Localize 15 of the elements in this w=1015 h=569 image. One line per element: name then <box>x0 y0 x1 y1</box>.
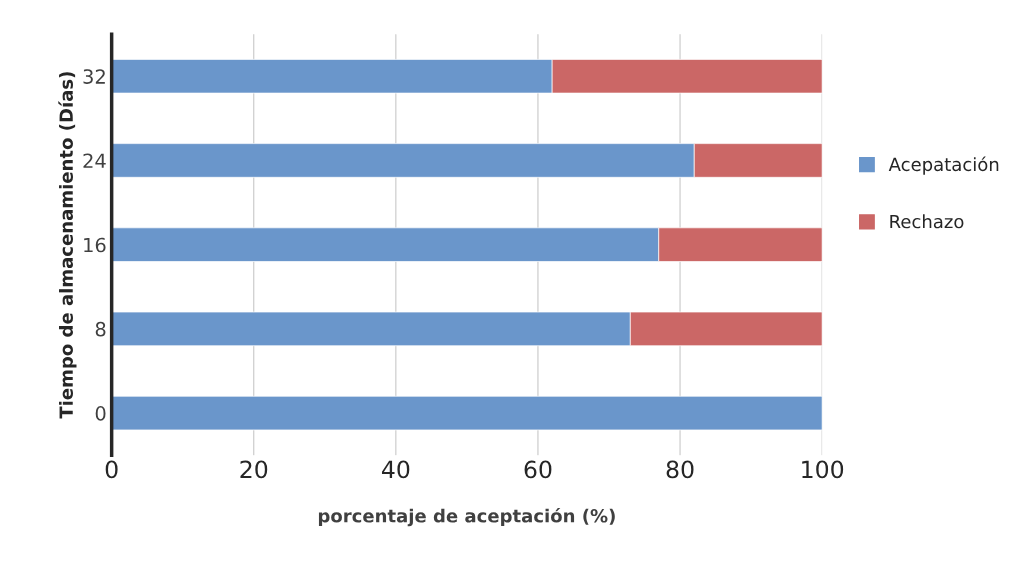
legend-label: Rechazo <box>890 214 964 229</box>
x-tick-label: 60 <box>524 460 552 479</box>
x-tick-label: 80 <box>666 460 694 479</box>
bar <box>111 395 823 431</box>
y-tick-label: 16 <box>84 237 106 253</box>
x-tick-label: 40 <box>381 460 410 479</box>
x-axis-title: porcentaje de aceptación (%) <box>318 507 615 527</box>
y-axis-title: Tiempo de almacenamiento (Días) <box>58 72 77 419</box>
y-tick-label: 8 <box>95 321 106 337</box>
legend-label: Acepatación <box>888 156 999 175</box>
y-tick-label: 24 <box>83 153 106 168</box>
x-tick-label: 20 <box>240 460 268 479</box>
y-tick-label: 0 <box>95 406 106 421</box>
y-tick-label: 32 <box>83 69 105 84</box>
x-tick-label: 100 <box>802 460 844 479</box>
